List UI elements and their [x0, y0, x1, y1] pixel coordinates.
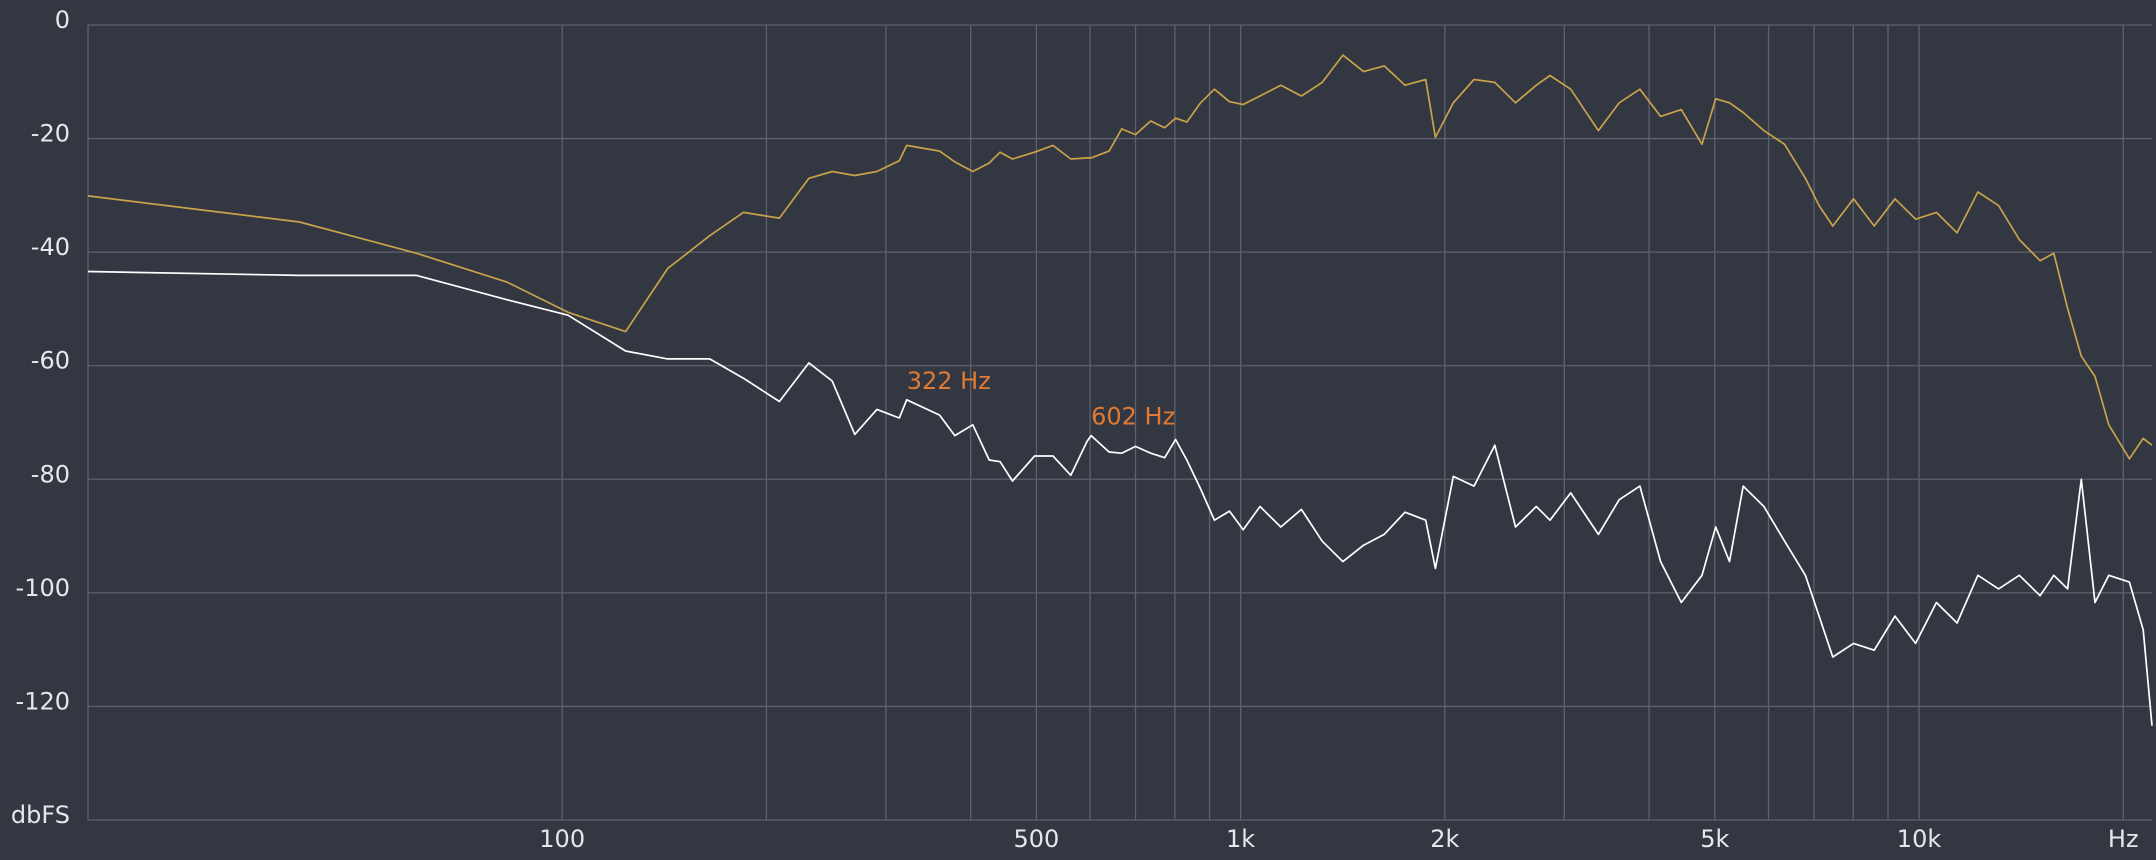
y-tick-label: -100: [16, 574, 70, 602]
y-tick-label: -120: [16, 687, 70, 715]
y-tick-label: -80: [31, 460, 70, 488]
x-tick-label: 5k: [1700, 825, 1729, 853]
x-tick-label: 500: [1013, 825, 1059, 853]
x-tick-label: 100: [539, 825, 585, 853]
series-line: [87, 54, 2153, 460]
annotation: 322 Hz: [907, 367, 991, 395]
y-tick-label: -20: [31, 120, 70, 148]
x-tick-label: Hz: [2108, 825, 2139, 853]
y-tick-label: 0: [55, 6, 70, 34]
y-tick-label: dbFS: [11, 801, 70, 829]
x-tick-label: 1k: [1226, 825, 1255, 853]
series-line: [87, 270, 2153, 726]
annotation: 602 Hz: [1091, 403, 1175, 431]
x-tick-label: 2k: [1430, 825, 1459, 853]
y-tick-label: -40: [31, 233, 70, 261]
y-tick-label: -60: [31, 347, 70, 375]
x-tick-label: 10k: [1897, 825, 1942, 853]
